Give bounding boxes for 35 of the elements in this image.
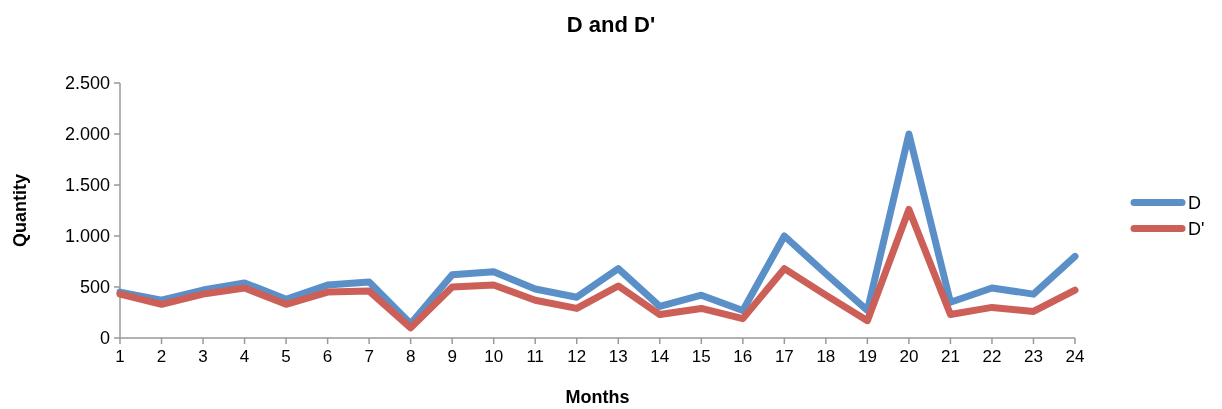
x-tick-label: 22	[982, 347, 1002, 366]
x-tick-label: 17	[774, 347, 794, 366]
chart-title: D and D'	[566, 12, 656, 37]
x-tick-label: 24	[1065, 347, 1085, 366]
y-tick-label: 2.500	[64, 73, 110, 94]
y-tick-label: 2.000	[64, 124, 110, 145]
x-tick-label: 14	[650, 347, 670, 366]
x-tick-label: 12	[567, 347, 587, 366]
x-tick-label: 15	[691, 347, 711, 366]
x-tick-label: 5	[281, 347, 291, 366]
x-tick-label: 19	[857, 347, 877, 366]
x-tick-label: 9	[447, 347, 457, 366]
legend-label: D	[1188, 192, 1201, 213]
y-tick-label: 1.000	[64, 226, 110, 247]
y-tick-label: 0	[99, 328, 110, 349]
x-tick-label: 1	[115, 347, 125, 366]
x-tick-label: 18	[816, 347, 836, 366]
x-tick-label: 8	[405, 347, 416, 366]
legend-label: D'	[1188, 218, 1205, 239]
x-tick-label: 20	[899, 347, 919, 366]
x-tick-label: 21	[940, 347, 960, 366]
y-axis-title: Quantity	[10, 173, 30, 248]
x-tick-label: 11	[526, 347, 545, 366]
x-tick-label: 16	[733, 347, 753, 366]
x-tick-label: 2	[156, 347, 167, 366]
x-tick-label: 6	[322, 347, 333, 366]
x-tick-label: 3	[198, 347, 208, 366]
y-tick-label: 1.500	[64, 175, 110, 196]
x-tick-label: 13	[608, 347, 628, 366]
x-tick-label: 23	[1024, 347, 1043, 366]
x-tick-label: 10	[484, 347, 504, 366]
x-tick-label: 4	[239, 347, 250, 366]
x-axis-title: Months	[565, 387, 630, 407]
y-tick-label: 500	[79, 277, 110, 298]
x-tick-label: 7	[364, 347, 374, 366]
